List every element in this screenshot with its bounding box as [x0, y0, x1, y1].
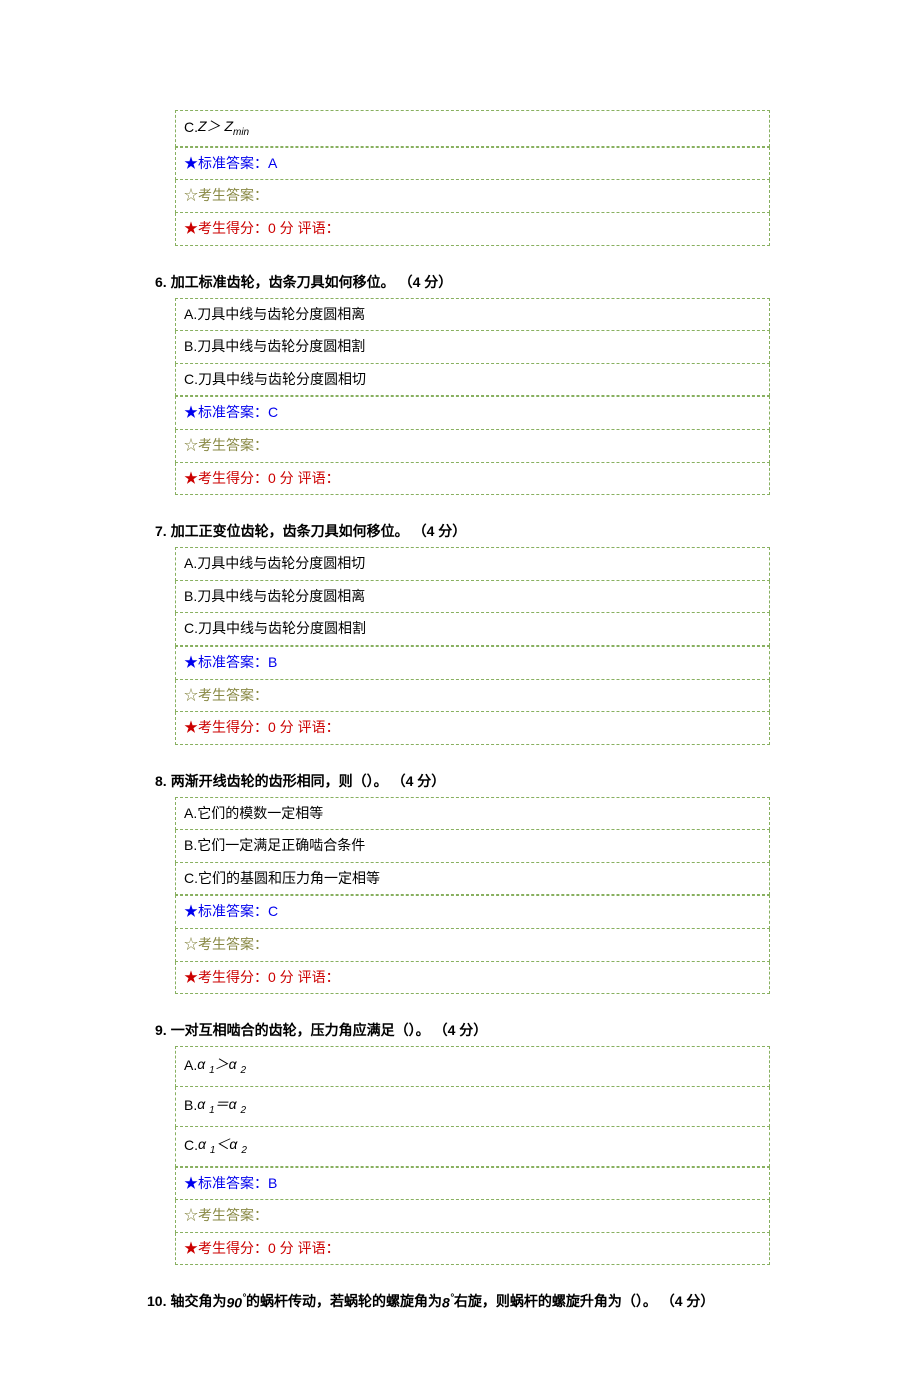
info-table: ★标准答案：C☆考生答案：★考生得分：0 分 评语：	[175, 396, 770, 495]
cand-score-row: ★考生得分：0 分 评语：	[176, 462, 770, 495]
cand-answer-row: ☆考生答案：	[176, 679, 770, 712]
cand-answer-row: ☆考生答案：	[176, 929, 770, 962]
option-label: B.	[184, 836, 197, 856]
option-row: B.刀具中线与齿轮分度圆相离	[176, 580, 770, 613]
option-label: A.	[184, 305, 197, 325]
option-expr: Z＞ Zmin	[198, 118, 249, 134]
option-label: C.	[184, 869, 198, 889]
option-label: B.	[184, 337, 197, 357]
cand-score-row: ★考生得分：0 分 评语：	[176, 712, 770, 745]
option-label: C.	[184, 370, 198, 390]
cand-score-row: ★考生得分：0 分 评语：	[176, 1232, 770, 1265]
option-row: A.刀具中线与齿轮分度圆相离	[176, 298, 770, 331]
option-row: B.α 1＝α 2	[176, 1087, 770, 1127]
cand-answer-row: ☆考生答案：	[176, 429, 770, 462]
info-table: ★标准答案：C☆考生答案：★考生得分：0 分 评语：	[175, 895, 770, 994]
option-label: B.	[184, 1096, 197, 1116]
q-text: 加工标准齿轮，齿条刀具如何移位。 （4 分）	[171, 272, 453, 292]
option-expr: α 1＝α 2	[197, 1096, 246, 1112]
q-header: 6.加工标准齿轮，齿条刀具如何移位。 （4 分）	[155, 266, 765, 298]
option-expr: α 1＜α 2	[198, 1136, 247, 1152]
q9-header: 9. 一对互相啮合的齿轮，压力角应满足（）。 （4 分）	[155, 1014, 765, 1046]
info-table: ★标准答案：B☆考生答案：★考生得分：0 分 评语：	[175, 646, 770, 745]
q-text: 一对互相啮合的齿轮，压力角应满足（）。 （4 分）	[171, 1020, 488, 1040]
options-table: A.刀具中线与齿轮分度圆相切B.刀具中线与齿轮分度圆相离C.刀具中线与齿轮分度圆…	[175, 547, 770, 646]
option-label: C.	[184, 619, 198, 639]
cand-score-row: ★考生得分：0 分 评语：	[176, 961, 770, 994]
option-row: A.它们的模数一定相等	[176, 797, 770, 830]
cand-answer-row: ☆考生答案：	[176, 1200, 770, 1233]
cand-answer-row: ☆考生答案：	[176, 180, 770, 213]
q5-options-table: C.Z＞ Zmin	[175, 110, 770, 147]
option-row: B.刀具中线与齿轮分度圆相割	[176, 331, 770, 364]
question-9: 9. 一对互相啮合的齿轮，压力角应满足（）。 （4 分） A.α 1＞α 2 B.…	[155, 1014, 765, 1265]
q-text: 两渐开线齿轮的齿形相同，则（）。 （4 分）	[171, 771, 446, 791]
option-label: A.	[184, 804, 197, 824]
q-number: 6.	[155, 274, 167, 290]
option-label: A.	[184, 554, 197, 574]
q9-info-table: ★标准答案：B ☆考生答案： ★考生得分：0 分 评语：	[175, 1167, 770, 1266]
options-table: A.刀具中线与齿轮分度圆相离B.刀具中线与齿轮分度圆相割C.刀具中线与齿轮分度圆…	[175, 298, 770, 397]
question-10: 10. 轴交角为90°的蜗杆传动，若蜗轮的螺旋角为8°右旋，则蜗杆的螺旋升角为（…	[155, 1285, 765, 1317]
option-label: C.	[184, 1136, 198, 1156]
questions-container: 6.加工标准齿轮，齿条刀具如何移位。 （4 分）A.刀具中线与齿轮分度圆相离B.…	[155, 266, 765, 995]
option-row: B.它们一定满足正确啮合条件	[176, 830, 770, 863]
option-row: A.α 1＞α 2	[176, 1047, 770, 1087]
std-answer-row: ★标准答案：C	[176, 397, 770, 430]
q-number: 8.	[155, 773, 167, 789]
options-table: A.它们的模数一定相等B.它们一定满足正确啮合条件C.它们的基圆和压力角一定相等	[175, 797, 770, 896]
std-answer-row: ★标准答案：B	[176, 1167, 770, 1200]
q-number: 10.	[147, 1293, 166, 1309]
std-answer-row: ★标准答案：B	[176, 646, 770, 679]
option-row: C.α 1＜α 2	[176, 1126, 770, 1166]
question-6: 6.加工标准齿轮，齿条刀具如何移位。 （4 分）A.刀具中线与齿轮分度圆相离B.…	[155, 266, 765, 496]
q-number: 9.	[155, 1022, 167, 1038]
option-row: C.刀具中线与齿轮分度圆相割	[176, 613, 770, 646]
q5-option-c: C.Z＞ Zmin	[176, 111, 770, 147]
q-text: 加工正变位齿轮，齿条刀具如何移位。 （4 分）	[171, 521, 467, 541]
option-label: C.	[184, 118, 198, 138]
cand-score-row: ★考生得分：0 分 评语：	[176, 212, 770, 245]
option-label: B.	[184, 587, 197, 607]
q-header: 7.加工正变位齿轮，齿条刀具如何移位。 （4 分）	[155, 515, 765, 547]
option-row: C.它们的基圆和压力角一定相等	[176, 862, 770, 895]
option-row: C.刀具中线与齿轮分度圆相切	[176, 363, 770, 396]
std-answer-row: ★标准答案：C	[176, 896, 770, 929]
q-header: 8.两渐开线齿轮的齿形相同，则（）。 （4 分）	[155, 765, 765, 797]
question-7: 7.加工正变位齿轮，齿条刀具如何移位。 （4 分）A.刀具中线与齿轮分度圆相切B…	[155, 515, 765, 745]
question-5-tail: C.Z＞ Zmin ★标准答案：A ☆考生答案： ★考生得分：0 分 评语：	[155, 110, 765, 246]
option-label: A.	[184, 1056, 197, 1076]
q-number: 7.	[155, 523, 167, 539]
q5-info-table: ★标准答案：A ☆考生答案： ★考生得分：0 分 评语：	[175, 147, 770, 246]
option-expr: α 1＞α 2	[197, 1056, 246, 1072]
q-text: 轴交角为90°的蜗杆传动，若蜗轮的螺旋角为8°右旋，则蜗杆的螺旋升角为（）。 （…	[170, 1291, 714, 1311]
q9-options-table: A.α 1＞α 2B.α 1＝α 2C.α 1＜α 2	[175, 1046, 770, 1166]
std-answer-row: ★标准答案：A	[176, 147, 770, 180]
option-row: A.刀具中线与齿轮分度圆相切	[176, 548, 770, 581]
q10-header: 10. 轴交角为90°的蜗杆传动，若蜗轮的螺旋角为8°右旋，则蜗杆的螺旋升角为（…	[147, 1285, 765, 1317]
question-8: 8.两渐开线齿轮的齿形相同，则（）。 （4 分）A.它们的模数一定相等B.它们一…	[155, 765, 765, 995]
